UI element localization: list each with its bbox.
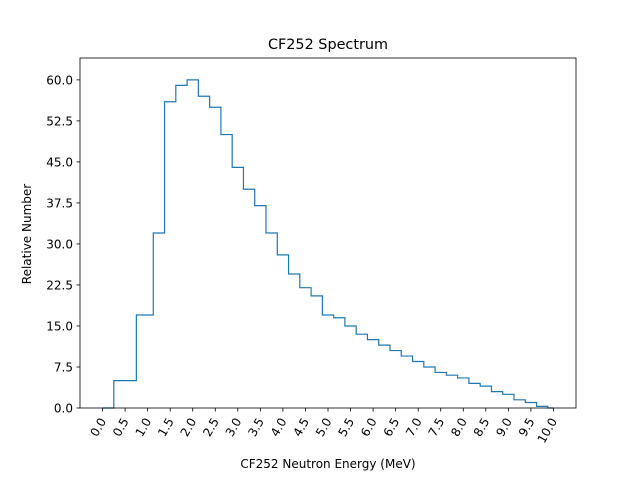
y-tick-label: 60.0 bbox=[46, 73, 73, 87]
y-tick-label: 30.0 bbox=[46, 237, 73, 251]
y-tick-label: 37.5 bbox=[46, 196, 73, 210]
y-tick-label: 0.0 bbox=[54, 402, 73, 416]
y-tick-label: 15.0 bbox=[46, 319, 73, 333]
y-tick-label: 45.0 bbox=[46, 155, 73, 169]
y-tick-label: 7.5 bbox=[54, 360, 73, 374]
y-tick-label: 52.5 bbox=[46, 114, 73, 128]
y-axis-label: Relative Number bbox=[20, 184, 34, 284]
x-axis-label: CF252 Neutron Energy (MeV) bbox=[240, 457, 415, 471]
y-tick-label: 22.5 bbox=[46, 278, 73, 292]
chart-title: CF252 Spectrum bbox=[268, 37, 388, 53]
